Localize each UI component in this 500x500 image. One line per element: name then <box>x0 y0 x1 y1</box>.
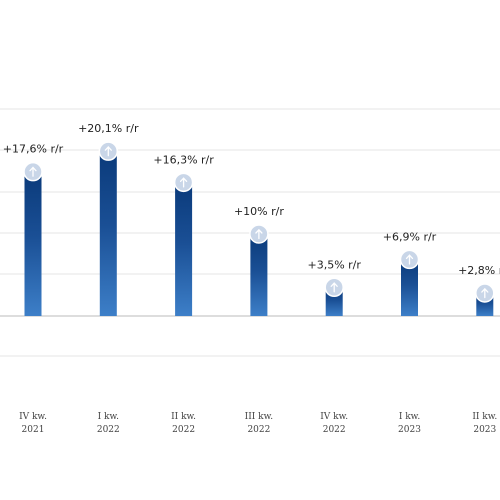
data-label: +3,5% r/r <box>307 258 361 271</box>
bar <box>250 234 268 316</box>
tick-label: 2022 <box>172 425 195 435</box>
data-label: +6,9% r/r <box>383 230 437 243</box>
arrow-up-icon <box>173 172 194 193</box>
data-label: +16,3% r/r <box>153 153 214 166</box>
arrow-stroke <box>104 146 112 157</box>
tick-label: 2023 <box>398 425 421 435</box>
arrow-up-icon <box>249 224 269 244</box>
arrow-up-icon <box>98 141 119 161</box>
tick-label: II kw. <box>171 412 196 422</box>
arrow-up-icon <box>399 249 420 270</box>
arrow-up-icon <box>475 283 495 303</box>
tick-label: 2022 <box>97 425 120 435</box>
data-label: +2,8% r/r <box>458 264 500 277</box>
data-label: +20,1% r/r <box>78 122 139 135</box>
data-label: +17,6% r/r <box>3 143 64 156</box>
tick-label: 2021 <box>22 425 45 435</box>
arrow-up-icon <box>324 277 344 298</box>
data-labels: +17,6% r/r +20,1% r/r +16,3% r/r +10% r/r +3… <box>3 122 500 277</box>
tick-label: I kw. <box>399 412 421 422</box>
tick-label: 2023 <box>473 425 496 435</box>
data-label: +10% r/r <box>234 205 284 218</box>
bar <box>401 259 418 316</box>
arrow-up-icon <box>23 161 43 182</box>
arrow-stroke <box>481 287 489 299</box>
tick-label: IV kw. <box>19 412 47 422</box>
bars <box>23 141 495 316</box>
tick-label: 2022 <box>323 425 346 435</box>
x-axis-ticks: IV kw. 2021 I kw. 2022 II kw. 2022 III kw. 2022… <box>19 412 497 435</box>
arrow-stroke <box>255 228 263 240</box>
gridlines <box>0 108 500 357</box>
tick-label: 2022 <box>247 425 270 435</box>
tick-label: IV kw. <box>320 412 348 422</box>
arrow-stroke <box>179 177 188 188</box>
tick-label: II kw. <box>472 412 497 422</box>
tick-label: III kw. <box>245 412 274 422</box>
bar <box>99 151 117 316</box>
tick-label: I kw. <box>98 412 120 422</box>
arrow-stroke <box>330 282 338 293</box>
arrow-stroke <box>405 254 414 265</box>
bar <box>24 171 42 316</box>
arrow-stroke <box>29 166 37 177</box>
bar <box>175 182 193 316</box>
